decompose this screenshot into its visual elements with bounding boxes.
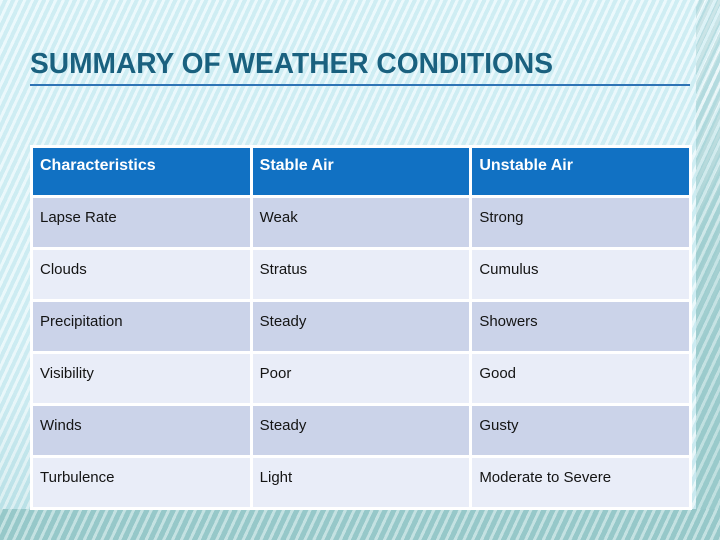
table-row: Visibility Poor Good [30,351,692,406]
cell-unstable-value: Moderate to Severe [469,455,692,510]
title-underline: SUMMARY OF WEATHER CONDITIONS [30,48,690,86]
cell-stable-value: Light [249,455,473,510]
bottom-accent-band [0,509,720,540]
cell-characteristic: Precipitation [30,299,253,354]
cell-stable-value: Stratus [249,247,473,302]
right-accent-band [696,0,720,540]
table-row: Clouds Stratus Cumulus [30,247,692,302]
table-header-row: Characteristics Stable Air Unstable Air [30,145,692,198]
header-cell-unstable-air: Unstable Air [469,145,692,198]
cell-unstable-value: Showers [469,299,692,354]
cell-unstable-value: Good [469,351,692,406]
table-row: Precipitation Steady Showers [30,299,692,354]
cell-characteristic: Visibility [30,351,253,406]
cell-unstable-value: Gusty [469,403,692,458]
cell-characteristic: Winds [30,403,253,458]
table-row: Turbulence Light Moderate to Severe [30,455,692,510]
cell-unstable-value: Strong [469,195,692,250]
table-row: Lapse Rate Weak Strong [30,195,692,250]
cell-characteristic: Turbulence [30,455,253,510]
cell-stable-value: Poor [249,351,473,406]
cell-characteristic: Clouds [30,247,253,302]
cell-stable-value: Steady [249,403,473,458]
cell-stable-value: Steady [249,299,473,354]
header-cell-stable-air: Stable Air [249,145,473,198]
cell-stable-value: Weak [249,195,473,250]
cell-unstable-value: Cumulus [469,247,692,302]
header-cell-characteristics: Characteristics [30,145,253,198]
table-row: Winds Steady Gusty [30,403,692,458]
weather-conditions-table: Characteristics Stable Air Unstable Air … [30,145,692,510]
page-title: SUMMARY OF WEATHER CONDITIONS [30,48,554,80]
cell-characteristic: Lapse Rate [30,195,253,250]
